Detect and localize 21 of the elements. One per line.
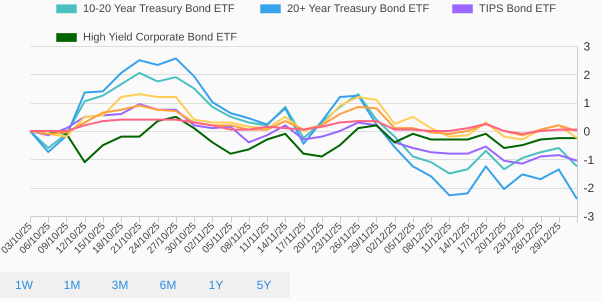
y-tick-label: -3 xyxy=(584,210,594,224)
text: 1Y xyxy=(208,277,224,294)
text: 1M xyxy=(62,277,82,294)
y-tick-label: 3 xyxy=(584,40,590,54)
y-tick-label: 1 xyxy=(584,96,590,110)
legend-label: 20+ Year Treasury Bond ETF xyxy=(287,2,430,15)
line-series xyxy=(29,104,578,136)
legend-label: High Yield Corporate Bond ETF xyxy=(83,32,238,44)
text: 3M xyxy=(110,277,130,294)
text: 6M xyxy=(158,277,178,294)
line-series xyxy=(29,118,578,135)
y-tick-label: -2 xyxy=(584,181,594,196)
y-tick-label: 0 xyxy=(584,124,590,138)
text: 1W xyxy=(14,277,34,294)
legend-label: TIPS Bond ETF xyxy=(479,2,556,15)
y-tick-label: -1 xyxy=(584,152,594,167)
y-tick-label: 2 xyxy=(584,68,590,82)
text: 5Y xyxy=(256,277,272,294)
legend-label: 10-20 Year Treasury Bond ETF xyxy=(83,2,235,15)
line-series xyxy=(29,57,578,200)
line-series xyxy=(29,103,578,165)
